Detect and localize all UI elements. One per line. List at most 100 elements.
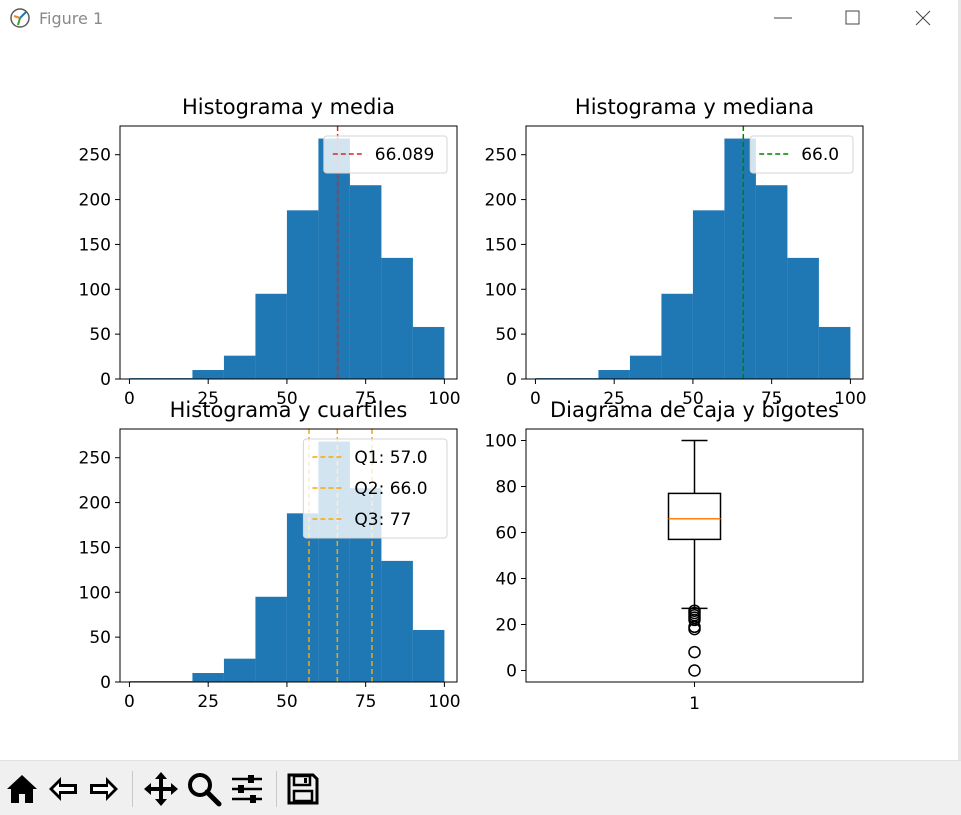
figure-canvas: 0 25 50 75 100 0 50 100 150 200 250 66.089 Histogram… [0, 38, 961, 760]
x-tick-label: 50 [276, 389, 298, 409]
y-tick-label: 50 [89, 628, 111, 648]
x-tick-label: 75 [355, 389, 377, 409]
window-title: Figure 1 [39, 9, 104, 28]
y-tick-label: 250 [485, 146, 517, 166]
chart-title: Histograma y cuartiles [170, 398, 408, 422]
x-tick-label: 25 [197, 389, 219, 409]
histogram-bar [412, 629, 445, 682]
forward-arrow-icon [90, 777, 118, 801]
window-titlebar: Figure 1 [0, 0, 961, 38]
histogram-bar [787, 257, 819, 379]
navigation-toolbar [0, 760, 961, 815]
legend-box [302, 438, 448, 539]
legend-box [323, 135, 448, 174]
y-tick-label: 250 [79, 146, 111, 166]
chart-title: Histograma y media [182, 95, 395, 119]
minimize-icon [774, 17, 792, 19]
forward-button[interactable] [85, 769, 123, 809]
histogram-panel-2 [521, 125, 864, 384]
axes-frame [119, 428, 458, 683]
save-button[interactable] [284, 769, 322, 809]
y-tick-label: 200 [79, 494, 111, 514]
x-tick-label: 25 [603, 389, 625, 409]
x-tick-label: 50 [682, 389, 704, 409]
legend-box [749, 135, 854, 174]
toolbar-separator [132, 771, 133, 807]
y-tick-label: 150 [79, 235, 111, 255]
legend-label: Q1: 57.0 [354, 448, 427, 468]
back-arrow-icon [49, 777, 77, 801]
histogram-panel-1 [115, 125, 458, 384]
x-tick-label: 0 [124, 389, 135, 409]
histogram-bar [598, 370, 630, 379]
histogram-bar [692, 210, 725, 379]
x-tick-label: 100 [428, 389, 460, 409]
y-tick-label: 200 [79, 191, 111, 211]
histogram-bar [349, 185, 382, 379]
legend-label: Q3: 77 [354, 510, 411, 530]
x-tick-label: 25 [197, 692, 219, 712]
pan-button[interactable] [142, 769, 180, 809]
pan-icon [144, 772, 178, 806]
home-icon [7, 775, 37, 803]
back-button[interactable] [44, 769, 82, 809]
y-tick-label: 200 [485, 191, 517, 211]
histogram-bar [818, 326, 851, 379]
histogram-bar [286, 210, 319, 379]
y-tick-label: 0 [100, 673, 111, 693]
histogram-bar [286, 513, 319, 682]
axes-frame [119, 125, 458, 380]
outlier-point [688, 622, 701, 636]
configure-subplots-icon [232, 775, 262, 803]
y-tick-label: 0 [506, 370, 517, 390]
histogram-bar [412, 326, 445, 379]
zoom-icon [188, 773, 222, 807]
histogram-bar [255, 293, 287, 379]
close-button[interactable] [900, 0, 946, 36]
histogram-bar [724, 138, 756, 379]
y-tick-label: 0 [100, 370, 111, 390]
x-tick-label: 100 [428, 692, 460, 712]
y-tick-label: 150 [79, 538, 111, 558]
y-tick-label: 100 [79, 280, 111, 300]
iqr-box [667, 492, 722, 541]
histogram-bar [381, 560, 413, 682]
chart-title: Diagrama de caja y bigotes [550, 398, 839, 422]
histogram-bar [223, 355, 256, 379]
app-icon [10, 8, 30, 28]
x-tick-label: 75 [355, 692, 377, 712]
configure-subplots-button[interactable] [228, 769, 266, 809]
axes-frame [525, 125, 864, 380]
x-tick-label: 50 [276, 692, 298, 712]
outlier-point [688, 645, 701, 659]
zoom-button[interactable] [185, 769, 223, 809]
outlier-point [688, 664, 701, 677]
maximize-icon [845, 10, 860, 25]
histogram-bar [223, 658, 256, 682]
close-icon [915, 10, 931, 26]
y-tick-label: 150 [485, 235, 517, 255]
histogram-bar [661, 293, 693, 379]
y-tick-label: 50 [495, 325, 517, 345]
x-tick-label: 0 [124, 692, 135, 712]
chart-title: Histograma y mediana [575, 95, 814, 119]
outlier-point [688, 613, 701, 627]
toolbar-separator [276, 771, 277, 807]
window-edge [958, 0, 961, 814]
histogram-bar [755, 185, 788, 379]
maximize-button[interactable] [830, 0, 876, 36]
legend-label: 66.089 [375, 145, 434, 165]
y-tick-label: 40 [495, 570, 517, 590]
y-tick-label: 60 [495, 524, 517, 544]
minimize-button[interactable] [760, 0, 806, 36]
legend-label: Q2: 66.0 [354, 479, 427, 499]
y-tick-label: 50 [89, 325, 111, 345]
y-tick-label: 80 [495, 478, 517, 498]
x-tick-label: 75 [761, 389, 783, 409]
x-tick-label: 0 [530, 389, 541, 409]
home-button[interactable] [3, 769, 41, 809]
histogram-bar [381, 257, 413, 379]
x-tick-label: 1 [689, 694, 700, 714]
y-tick-label: 0 [506, 662, 517, 682]
